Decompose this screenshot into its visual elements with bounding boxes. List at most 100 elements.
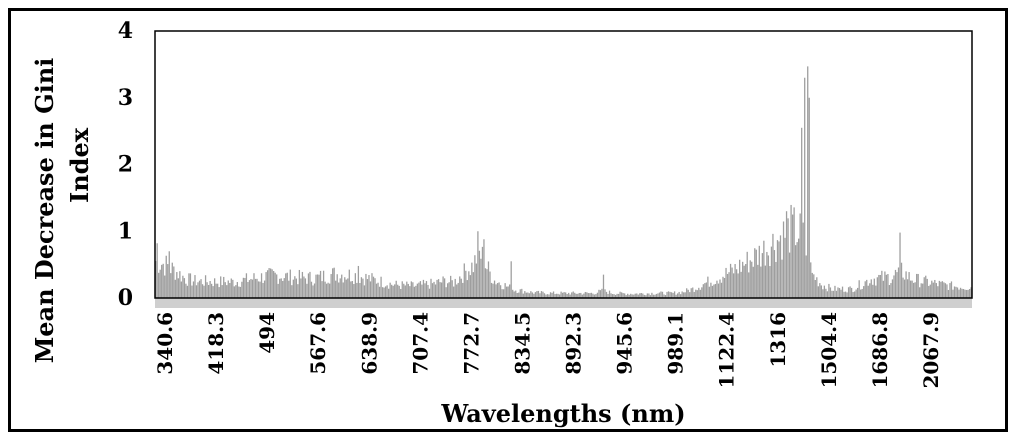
bar bbox=[348, 269, 350, 298]
bar bbox=[447, 283, 449, 298]
bar bbox=[226, 285, 228, 298]
bar bbox=[328, 283, 331, 298]
bar bbox=[440, 282, 443, 298]
bar bbox=[928, 285, 930, 298]
bar bbox=[313, 283, 316, 298]
bar bbox=[524, 291, 526, 298]
y-tick-label: 4 bbox=[118, 18, 133, 44]
bar bbox=[475, 263, 478, 298]
bar bbox=[769, 266, 771, 298]
bar bbox=[681, 291, 683, 298]
bar bbox=[448, 282, 450, 298]
bar bbox=[687, 289, 689, 298]
bar bbox=[263, 280, 266, 298]
bar bbox=[269, 268, 272, 298]
bar bbox=[186, 285, 189, 298]
bar bbox=[462, 282, 464, 298]
bar bbox=[816, 277, 818, 298]
bar bbox=[651, 292, 653, 298]
bar bbox=[543, 293, 546, 298]
bar bbox=[431, 283, 434, 298]
bar bbox=[853, 291, 856, 298]
bar bbox=[702, 284, 704, 298]
y-axis-title-line-1: Mean Decrease in Gini bbox=[30, 58, 59, 364]
bar bbox=[885, 274, 888, 298]
bar bbox=[198, 280, 201, 298]
bar bbox=[587, 293, 589, 298]
bar bbox=[425, 281, 428, 298]
bar bbox=[552, 291, 555, 298]
bar bbox=[624, 293, 626, 298]
bar bbox=[793, 207, 795, 298]
bar bbox=[310, 281, 313, 298]
bar bbox=[363, 285, 366, 298]
bar bbox=[330, 274, 332, 298]
bar bbox=[607, 293, 609, 298]
bar bbox=[466, 280, 468, 298]
bar bbox=[903, 279, 906, 298]
bar bbox=[696, 290, 698, 298]
bar bbox=[683, 292, 685, 298]
bar bbox=[274, 272, 276, 298]
bar bbox=[723, 277, 726, 298]
bar bbox=[876, 277, 878, 298]
bar bbox=[506, 286, 508, 298]
bar bbox=[285, 273, 287, 298]
bar bbox=[273, 271, 275, 298]
bar bbox=[247, 282, 249, 298]
bar bbox=[354, 273, 356, 298]
bar bbox=[813, 274, 815, 298]
bar bbox=[574, 292, 576, 298]
bar bbox=[239, 286, 242, 298]
bar bbox=[362, 278, 364, 298]
bar bbox=[185, 283, 187, 298]
bar bbox=[410, 281, 412, 298]
bar bbox=[938, 280, 940, 298]
bar bbox=[719, 279, 721, 298]
bar bbox=[834, 285, 836, 298]
bar bbox=[338, 282, 340, 298]
bar bbox=[319, 270, 322, 298]
bar bbox=[294, 276, 296, 298]
bar bbox=[437, 279, 440, 298]
bar bbox=[814, 280, 816, 298]
y-tick-label: 3 bbox=[118, 85, 133, 111]
bar bbox=[492, 283, 494, 298]
bar bbox=[162, 263, 164, 298]
bar bbox=[798, 238, 800, 298]
bar bbox=[628, 294, 630, 298]
bar bbox=[510, 261, 512, 298]
bar bbox=[931, 280, 933, 298]
bar bbox=[878, 274, 880, 298]
bar bbox=[692, 287, 694, 298]
bar bbox=[245, 273, 248, 298]
bar bbox=[487, 261, 490, 298]
bar bbox=[773, 250, 776, 298]
bar bbox=[554, 294, 556, 298]
bar bbox=[742, 261, 744, 298]
bar bbox=[611, 294, 614, 298]
bar bbox=[516, 293, 518, 298]
bar bbox=[183, 278, 186, 298]
bar bbox=[484, 268, 487, 298]
bar bbox=[499, 285, 502, 298]
bar bbox=[785, 211, 788, 298]
bar bbox=[286, 272, 288, 298]
x-tick-label: 892.3 bbox=[562, 312, 586, 375]
bar bbox=[802, 222, 804, 298]
bar bbox=[850, 287, 853, 298]
bar bbox=[368, 275, 370, 298]
bar bbox=[496, 283, 499, 298]
bar bbox=[490, 282, 493, 298]
bar bbox=[565, 292, 567, 298]
bar bbox=[204, 275, 207, 298]
bar bbox=[716, 280, 718, 298]
bar bbox=[919, 287, 921, 298]
bar bbox=[690, 288, 692, 298]
bar bbox=[680, 294, 682, 298]
bar bbox=[404, 285, 406, 298]
bar bbox=[235, 285, 237, 298]
bar bbox=[745, 264, 747, 298]
bar bbox=[950, 281, 953, 298]
